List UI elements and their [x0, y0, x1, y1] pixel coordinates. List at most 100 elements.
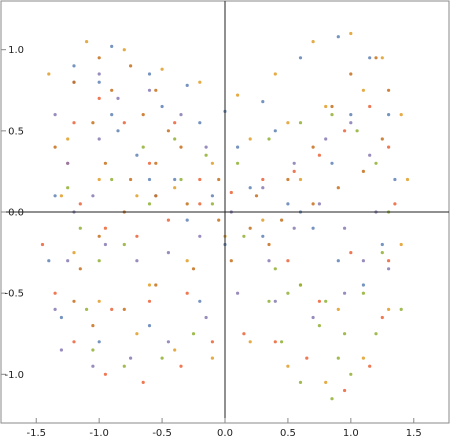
- point: [59, 315, 64, 320]
- point: [298, 121, 303, 125]
- point: [387, 113, 391, 117]
- point: [129, 177, 133, 182]
- point: [261, 186, 265, 190]
- point: [374, 161, 378, 165]
- point: [166, 129, 170, 133]
- point: [129, 356, 133, 360]
- point: [254, 194, 259, 198]
- x-ticks: -1.5 -1.0 -0.5 0.0 0.5 1.0 1.5: [26, 418, 422, 439]
- point: [135, 153, 139, 157]
- point: [147, 88, 152, 92]
- series-1: [47, 31, 410, 384]
- point: [85, 307, 89, 311]
- point: [78, 202, 82, 206]
- point: [317, 299, 321, 303]
- series-5: [53, 56, 391, 328]
- point: [380, 315, 384, 320]
- series-0: [47, 35, 397, 344]
- point: [185, 291, 189, 295]
- point: [267, 242, 271, 247]
- point: [78, 267, 82, 271]
- point: [135, 234, 139, 238]
- point: [97, 259, 101, 263]
- point: [380, 137, 384, 141]
- point: [122, 242, 126, 247]
- point: [210, 356, 214, 360]
- point: [160, 104, 164, 109]
- point: [305, 356, 309, 360]
- point: [273, 299, 277, 303]
- points-layer: [40, 31, 410, 401]
- point: [135, 259, 139, 263]
- point: [355, 129, 359, 133]
- point: [53, 307, 57, 311]
- point: [173, 186, 177, 190]
- point: [110, 113, 114, 117]
- point: [154, 194, 158, 198]
- point: [147, 283, 152, 287]
- point: [380, 251, 384, 255]
- point: [248, 186, 252, 190]
- point: [273, 267, 277, 271]
- point: [330, 397, 334, 401]
- point: [368, 364, 372, 368]
- point: [147, 299, 152, 303]
- point: [292, 169, 296, 173]
- point: [349, 113, 353, 117]
- x-tick-label: -1.0: [89, 428, 109, 439]
- point: [47, 259, 51, 263]
- point: [286, 291, 290, 295]
- point: [273, 129, 277, 133]
- point: [317, 202, 321, 206]
- point: [393, 177, 397, 182]
- point: [242, 332, 246, 336]
- point: [103, 161, 107, 165]
- x-tick-label: 1.0: [343, 428, 359, 439]
- point: [66, 161, 70, 165]
- point: [110, 177, 114, 182]
- point: [160, 356, 164, 360]
- point: [110, 307, 114, 311]
- x-tick-label: 0.0: [217, 428, 233, 439]
- point: [292, 161, 296, 165]
- point: [368, 153, 372, 157]
- point: [236, 145, 240, 149]
- x-tick-label: 0.5: [280, 428, 296, 439]
- point: [298, 177, 303, 182]
- point: [53, 194, 57, 198]
- point: [387, 259, 391, 263]
- point: [330, 113, 334, 117]
- point: [349, 251, 353, 255]
- point: [343, 129, 347, 133]
- point: [280, 218, 284, 222]
- point: [229, 190, 233, 195]
- point: [147, 202, 152, 206]
- point: [97, 299, 101, 303]
- point: [273, 340, 277, 344]
- point: [122, 364, 126, 368]
- point: [116, 96, 120, 100]
- point: [248, 340, 252, 344]
- point: [210, 340, 214, 344]
- point: [273, 72, 277, 76]
- point: [141, 113, 145, 117]
- x-tick-label: 1.5: [406, 428, 422, 439]
- series-4: [53, 72, 391, 368]
- point: [72, 64, 76, 68]
- point: [147, 177, 152, 182]
- point: [191, 332, 196, 336]
- y-tick-label: -0.5: [4, 289, 24, 300]
- point: [72, 299, 76, 303]
- point: [311, 315, 315, 320]
- point: [298, 56, 303, 60]
- point: [179, 113, 183, 117]
- point: [343, 291, 347, 295]
- point: [97, 340, 101, 344]
- point: [267, 299, 271, 303]
- point: [173, 348, 177, 352]
- point: [66, 259, 70, 263]
- point: [97, 80, 101, 84]
- point: [135, 332, 139, 336]
